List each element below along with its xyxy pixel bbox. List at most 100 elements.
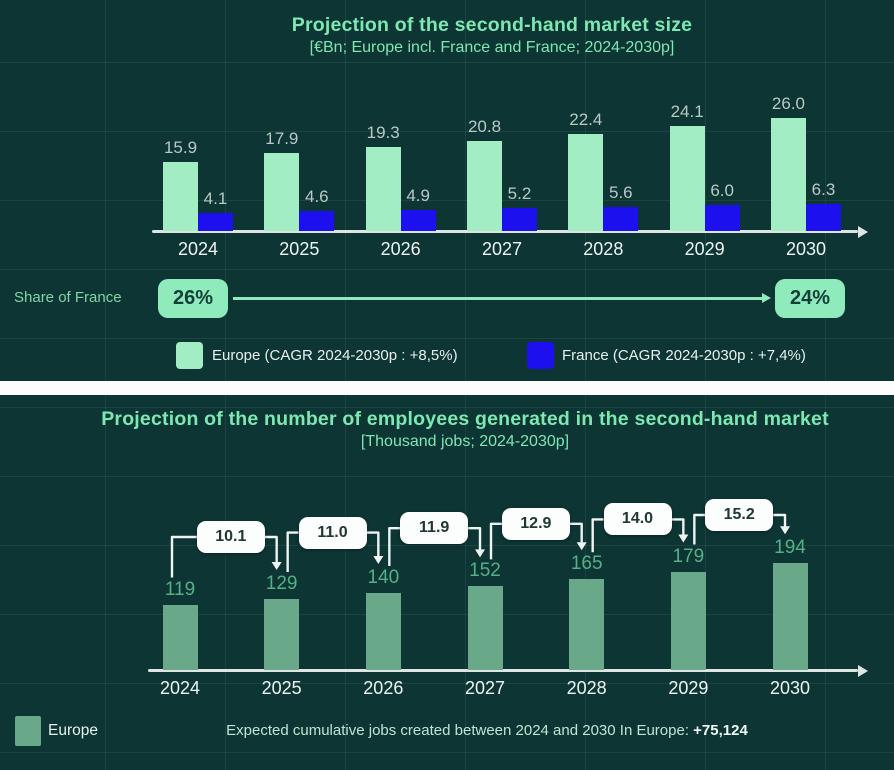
france-value-label: 5.6	[608, 182, 633, 202]
jobs-value-label: 194	[774, 537, 806, 559]
jobs-bar	[670, 571, 706, 670]
jobs-bar	[569, 579, 605, 670]
jobs-value-label: 179	[672, 545, 705, 567]
france-bar	[704, 204, 740, 231]
jobs-plot: 119 129 140 152 165 179 194 10.1 11.0 11.9 12.9 14.…	[0, 490, 894, 677]
year-label: 2026	[363, 678, 404, 698]
growth-connector-line	[170, 535, 197, 578]
growth-callout: 11.9	[400, 512, 469, 545]
france-bar	[501, 208, 537, 231]
growth-connector-line	[773, 513, 787, 528]
growth-callout: 12.9	[501, 507, 570, 540]
year-label: 2028	[566, 678, 607, 698]
france-bar	[198, 213, 233, 231]
growth-connector-line	[693, 513, 706, 545]
year-label: 2024	[159, 678, 201, 698]
europe-value-label: 26.0	[771, 93, 806, 113]
share-of-france-label: Share of France	[14, 289, 122, 306]
growth-arrowhead-icon	[678, 534, 689, 543]
chart-title: Projection of the second-hand market siz…	[291, 14, 693, 36]
legend-swatch-france	[527, 342, 554, 369]
growth-connector-line	[366, 531, 380, 557]
x-axis	[148, 664, 868, 677]
growth-callout: 11.0	[298, 516, 367, 549]
growth-connector-line	[286, 531, 299, 573]
france-bar	[805, 203, 841, 231]
jobs-value-label: 129	[265, 573, 298, 595]
growth-connector-line	[264, 535, 278, 564]
chart-subtitle: [€Bn; Europe incl. France and France; 20…	[309, 39, 675, 57]
france-bar	[400, 209, 436, 231]
jobs-chart: Projection of the number of employees ge…	[0, 395, 894, 770]
market-size-plot: 15.9 4.1 17.9 4.6 19.3 4.9 20.8 5.2 22.4 5.6 24.1 6…	[0, 88, 894, 238]
year-label: 2026	[380, 239, 421, 259]
growth-connector-line	[671, 518, 685, 536]
growth-callout: 15.2	[705, 499, 774, 531]
legend-swatch-europe	[176, 342, 203, 369]
france-value-label: 4.9	[406, 185, 430, 205]
section-divider	[0, 381, 894, 395]
growth-arrowhead-icon	[576, 542, 587, 551]
jobs-titles: Projection of the number of employees ge…	[36, 407, 894, 453]
market-size-titles: Projection of the second-hand market siz…	[90, 13, 894, 59]
jobs-bar	[772, 563, 808, 670]
europe-bar	[770, 117, 806, 231]
jobs-value-label: 152	[469, 560, 501, 582]
share-trend-arrow-icon	[233, 293, 771, 302]
europe-bar	[365, 147, 401, 231]
france-value-label: 4.6	[305, 187, 329, 206]
year-label: 2030	[785, 239, 826, 259]
france-value-label: 4.1	[203, 189, 228, 209]
jobs-legend-label: Europe	[48, 722, 98, 739]
cumulative-jobs-value: +75,124	[693, 722, 748, 739]
growth-arrowhead-icon	[475, 549, 486, 558]
europe-bar	[568, 133, 604, 231]
france-bar	[299, 211, 335, 231]
chart-subtitle: [Thousand jobs; 2024-2030p]	[360, 433, 570, 451]
europe-bar	[669, 126, 705, 231]
year-label: 2027	[464, 678, 506, 698]
cumulative-jobs-text: Expected cumulative jobs created between…	[226, 722, 694, 739]
x-axis-years: 2024 2025 2026 2027 2028 2029 2030	[0, 678, 894, 702]
growth-connectors	[170, 513, 791, 578]
europe-value-label: 22.4	[569, 109, 603, 129]
year-label: 2027	[481, 239, 522, 259]
x-axis-years: 2024 2025 2026 2027 2028 2029 2030	[0, 239, 894, 263]
europe-value-label: 19.3	[366, 123, 400, 143]
growth-callout: 10.1	[196, 521, 265, 553]
market-size-chart: Projection of the second-hand market siz…	[0, 0, 894, 381]
europe-value-label: 20.8	[467, 116, 502, 136]
legend-label-europe: Europe (CAGR 2024-2030p : +8,5%)	[212, 347, 458, 364]
share-end-pill: 24%	[775, 279, 845, 318]
year-label: 2029	[684, 239, 725, 259]
year-label: 2025	[261, 678, 302, 698]
jobs-bar	[365, 593, 401, 670]
growth-arrowhead-icon	[780, 526, 791, 535]
jobs-bar	[264, 599, 300, 670]
legend-label-france: France (CAGR 2024-2030p : +7,4%)	[562, 347, 806, 364]
chart-title: Projection of the number of employees ge…	[101, 408, 829, 430]
year-label: 2029	[668, 678, 709, 698]
europe-value-label: 15.9	[163, 137, 198, 157]
france-value-label: 6.0	[710, 180, 734, 200]
jobs-legend-swatch	[15, 716, 41, 746]
europe-value-label: 17.9	[265, 129, 299, 149]
europe-bar	[163, 161, 198, 231]
year-label: 2025	[279, 239, 320, 259]
year-label: 2030	[769, 678, 811, 698]
jobs-value-label: 140	[367, 567, 400, 588]
europe-bar	[466, 140, 502, 231]
jobs-bar	[467, 586, 503, 670]
x-axis	[152, 225, 868, 238]
share-start-pill: 26%	[158, 279, 228, 318]
growth-connector-line	[591, 518, 604, 553]
france-value-label: 6.3	[811, 179, 836, 199]
france-bar	[603, 206, 639, 231]
growth-arrowhead-icon	[373, 556, 384, 564]
cumulative-jobs-note: Expected cumulative jobs created between…	[130, 716, 844, 746]
growth-connector-line	[569, 522, 583, 544]
growth-connector-line	[388, 527, 401, 566]
france-value-label: 5.2	[507, 184, 532, 204]
europe-bar	[264, 153, 300, 231]
